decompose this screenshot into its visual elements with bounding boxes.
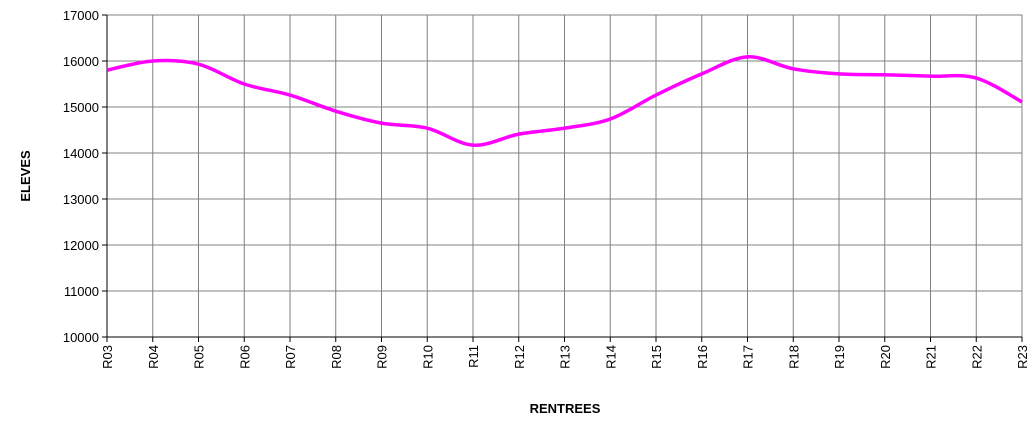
x-tick-label: R23 (1015, 345, 1030, 369)
x-tick-label: R16 (695, 345, 710, 369)
x-tick-label: R10 (420, 345, 435, 369)
x-tick-label: R09 (375, 345, 390, 369)
x-tick-label: R17 (741, 345, 756, 369)
line-series (106, 55, 1023, 147)
x-tick-label: R04 (146, 345, 161, 369)
x-tick-label: R22 (969, 345, 984, 369)
x-tick-label: R13 (558, 345, 573, 369)
y-tick-label: 15000 (63, 100, 99, 115)
x-tick-label: R08 (329, 345, 344, 369)
y-tick-label: 14000 (63, 146, 99, 161)
y-tick-label: 10000 (63, 330, 99, 345)
x-tick-label: R07 (283, 345, 298, 369)
y-axis-title: ELEVES (18, 150, 33, 202)
x-tick-label: R15 (649, 345, 664, 369)
x-tick-label: R20 (878, 345, 893, 369)
x-tick-label: R03 (100, 345, 115, 369)
y-tick-label: 11000 (64, 284, 99, 299)
x-axis-title: RENTREES (530, 401, 601, 416)
x-tick-label: R19 (832, 345, 847, 369)
x-tick-label: R05 (192, 345, 207, 369)
x-tick-label: R06 (237, 345, 252, 369)
x-tick-label: R14 (603, 345, 618, 369)
y-tick-label: 12000 (63, 238, 99, 253)
y-tick-label: 16000 (63, 54, 99, 69)
x-tick-label: R18 (786, 345, 801, 369)
x-tick-label: R11 (466, 345, 481, 368)
y-tick-label: 13000 (63, 192, 99, 207)
x-tick-label: R12 (512, 345, 527, 369)
x-tick-label: R21 (924, 345, 939, 369)
y-tick-label: 17000 (63, 8, 99, 23)
